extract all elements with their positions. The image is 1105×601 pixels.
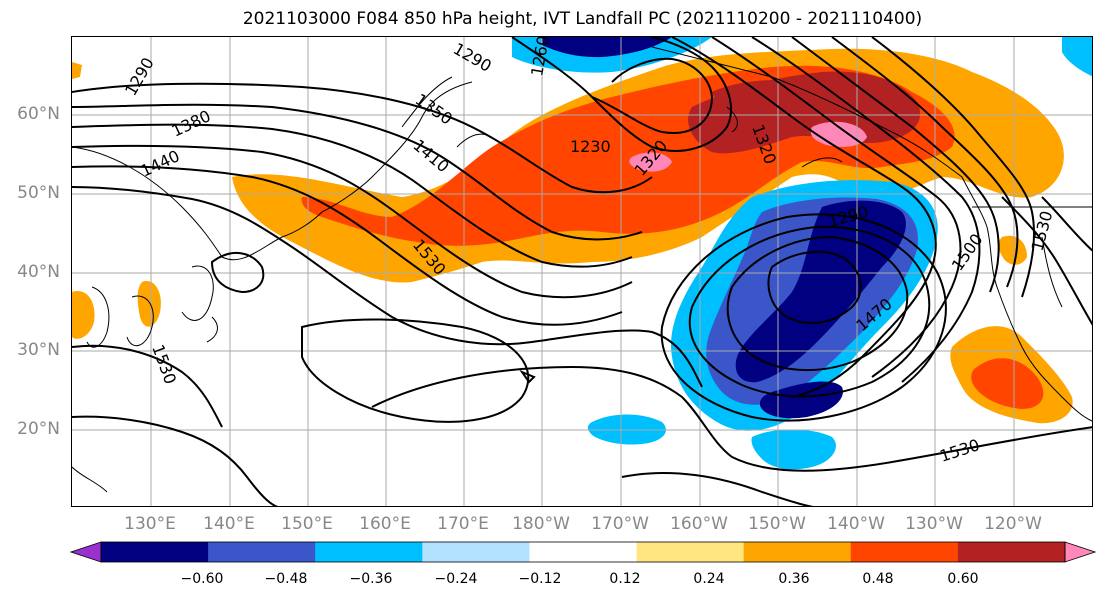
- contour-label: 1290: [121, 54, 158, 99]
- colorbar-segment: [529, 542, 638, 562]
- colorbar-extend-min: [70, 541, 102, 563]
- height-contours: [72, 37, 1092, 506]
- map-title: 2021103000 F084 850 hPa height, IVT Land…: [242, 9, 923, 29]
- lat-label: 50°N: [17, 183, 60, 203]
- contour-label: 1440: [138, 146, 183, 180]
- coastlines: [72, 46, 1092, 493]
- colorbar-border: [100, 541, 1066, 563]
- lon-label: 130°E: [124, 514, 176, 534]
- map-canvas: 1290 1290 1260 1380 1350 1440 1410 1230 …: [72, 37, 1092, 506]
- contour-label: 1410: [409, 136, 452, 177]
- colorbar-tick: −0.60: [180, 571, 224, 587]
- lon-label: 120°W: [984, 514, 1042, 534]
- lat-label: 60°N: [17, 104, 60, 124]
- colorbar-tick: −0.36: [349, 571, 393, 587]
- colorbar-tick: −0.48: [264, 571, 308, 587]
- colorbar-segment: [208, 542, 316, 562]
- lat-label: 30°N: [17, 340, 60, 360]
- lat-label: 20°N: [17, 419, 60, 439]
- colorbar-segment: [422, 542, 530, 562]
- colorbar-segment: [957, 542, 1066, 562]
- colorbar-segment: [636, 542, 745, 562]
- colorbar-tick: −0.12: [518, 571, 562, 587]
- map-grid: [72, 37, 1092, 506]
- contour-label: 1500: [948, 230, 987, 274]
- lon-label: 170°W: [591, 514, 649, 534]
- colorbar-tick: −0.24: [434, 571, 478, 587]
- contour-label: 1380: [169, 106, 214, 140]
- contour-label: 1530: [937, 435, 982, 466]
- lon-label: 180°W: [512, 514, 570, 534]
- lon-label: 140°W: [827, 514, 885, 534]
- colorbar-segment: [743, 542, 852, 562]
- colorbar-segment: [315, 542, 423, 562]
- colorbar-tick: 0.60: [947, 571, 979, 587]
- colorbar-segments: [70, 541, 1096, 563]
- lon-label: 170°E: [437, 514, 489, 534]
- lon-label: 160°W: [670, 514, 728, 534]
- lon-label: 150°E: [281, 514, 333, 534]
- contour-label: 1530: [148, 342, 180, 387]
- map-panel: 1290 1290 1260 1380 1350 1440 1410 1230 …: [71, 36, 1093, 507]
- contour-label: 1230: [570, 137, 611, 156]
- colorbar-extend-max: [1064, 541, 1096, 563]
- colorbar-tick: 0.48: [862, 571, 894, 587]
- colorbar-segment: [101, 542, 209, 562]
- contour-label: 1290: [450, 39, 495, 76]
- lon-label: 130°W: [905, 514, 963, 534]
- colorbar-tick: 0.24: [693, 571, 725, 587]
- colorbar-tick: 0.36: [778, 571, 810, 587]
- lon-label: 150°W: [748, 514, 806, 534]
- colorbar-tick: 0.12: [609, 571, 641, 587]
- colorbar: [70, 541, 1096, 563]
- lat-label: 40°N: [17, 262, 60, 282]
- lon-label: 140°E: [203, 514, 255, 534]
- lon-label: 160°E: [359, 514, 411, 534]
- ivt-positive-anomaly: [72, 48, 1073, 424]
- colorbar-segment: [850, 542, 959, 562]
